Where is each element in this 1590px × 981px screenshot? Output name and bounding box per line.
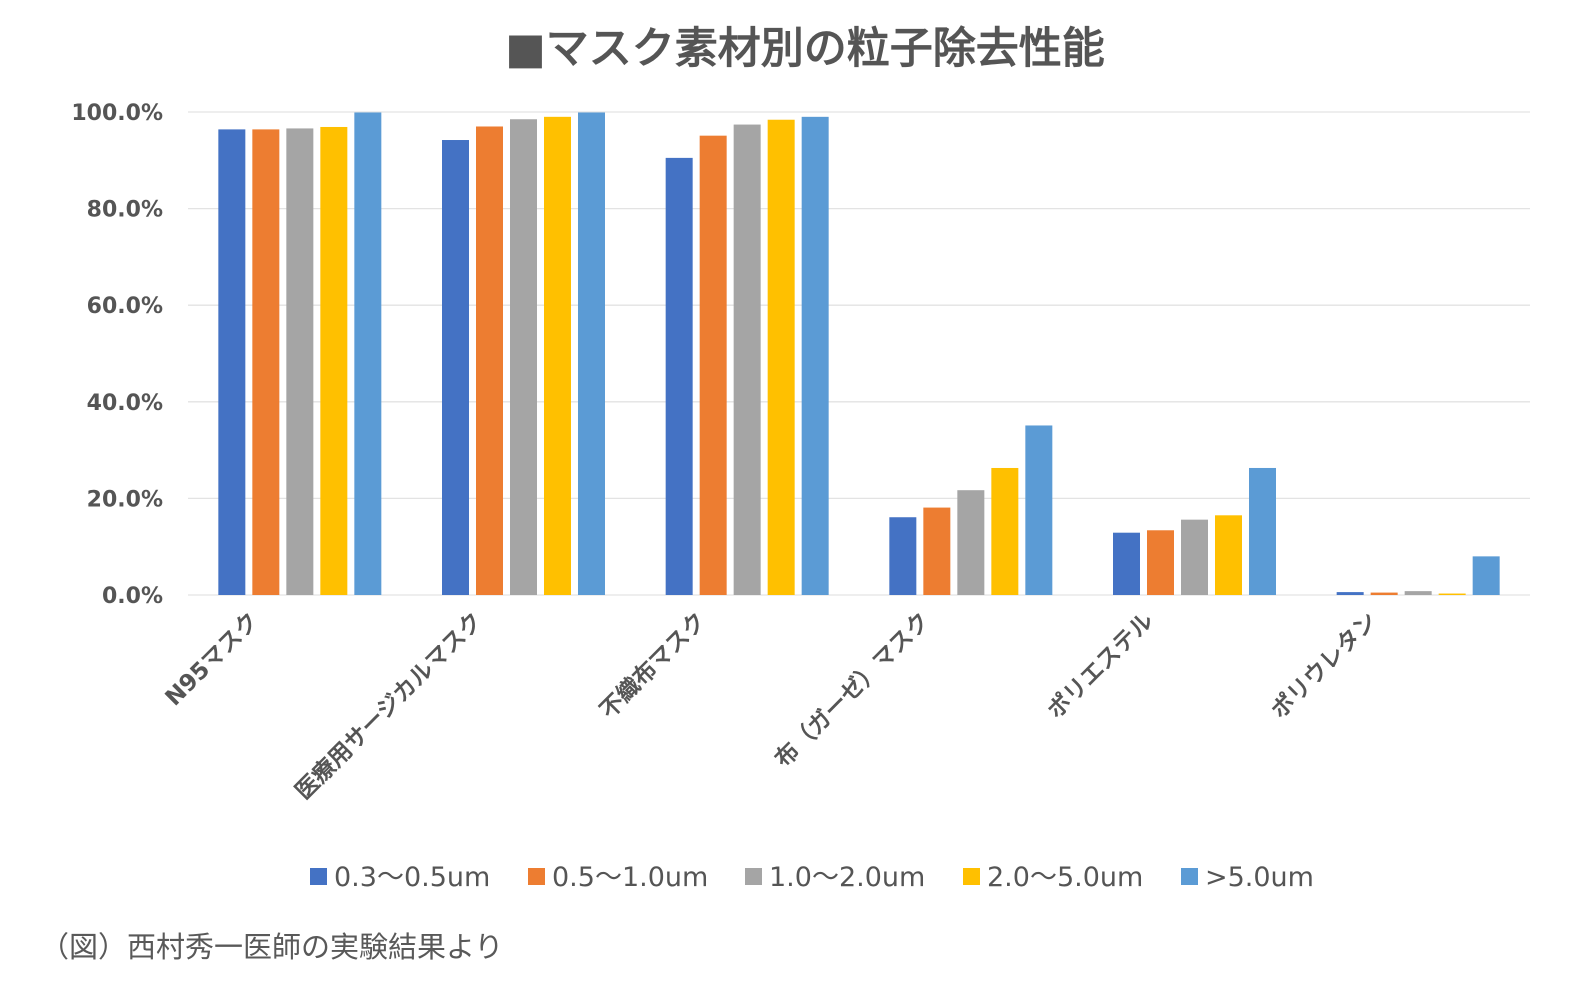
bar <box>354 112 382 595</box>
bar <box>801 116 829 595</box>
bar <box>1113 532 1140 595</box>
bar <box>1025 425 1053 595</box>
legend-label: 0.5〜1.0um <box>552 862 708 893</box>
bar <box>476 126 503 596</box>
bar <box>320 126 348 596</box>
chart-title: ■マスク素材別の粒子除去性能 <box>505 24 1105 74</box>
x-category-label: 不織布マスク <box>595 607 712 724</box>
bar <box>252 129 280 595</box>
x-category-label: ポリウレタン <box>1266 607 1383 724</box>
bar <box>510 119 537 596</box>
legend-label: 2.0〜5.0um <box>987 862 1143 893</box>
bar <box>578 112 605 595</box>
bar <box>1147 530 1174 595</box>
x-category-label: 医療用サージカルマスク <box>290 607 488 805</box>
bar <box>1370 592 1398 595</box>
x-category-label: 布（ガーゼ）マスク <box>770 607 935 772</box>
bar <box>544 116 571 595</box>
bar <box>767 119 795 595</box>
bar <box>1438 593 1466 595</box>
bar <box>733 124 761 596</box>
bar <box>442 140 469 596</box>
x-category-label: ポリエステル <box>1042 607 1159 724</box>
bar <box>1336 592 1364 595</box>
legend-swatch <box>1181 868 1198 885</box>
y-tick-label: 100.0% <box>71 101 163 126</box>
bar <box>1181 519 1208 595</box>
y-tick-label: 0.0% <box>102 584 163 609</box>
bar <box>889 517 917 595</box>
y-tick-label: 20.0% <box>87 487 163 512</box>
bar <box>923 507 951 595</box>
bar <box>699 135 727 596</box>
legend-swatch <box>528 868 545 885</box>
bar <box>1249 467 1276 595</box>
bar <box>1215 515 1242 595</box>
bar <box>1472 556 1500 595</box>
figure-caption: （図）西村秀一医師の実験結果より <box>40 930 503 964</box>
y-tick-label: 80.0% <box>87 198 163 223</box>
legend-label: >5.0um <box>1205 862 1314 893</box>
legend-label: 0.3〜0.5um <box>334 862 490 893</box>
legend-swatch <box>745 868 762 885</box>
legend-swatch <box>310 868 327 885</box>
bar <box>218 129 246 595</box>
y-tick-label: 40.0% <box>87 391 163 416</box>
legend-label: 1.0〜2.0um <box>769 862 925 893</box>
x-category-label: N95マスク <box>161 608 264 711</box>
bar <box>1404 591 1432 595</box>
legend-swatch <box>963 868 980 885</box>
bar <box>991 467 1019 595</box>
bar <box>665 157 693 595</box>
bar <box>286 128 314 595</box>
y-tick-label: 60.0% <box>87 294 163 319</box>
bar <box>957 490 985 595</box>
